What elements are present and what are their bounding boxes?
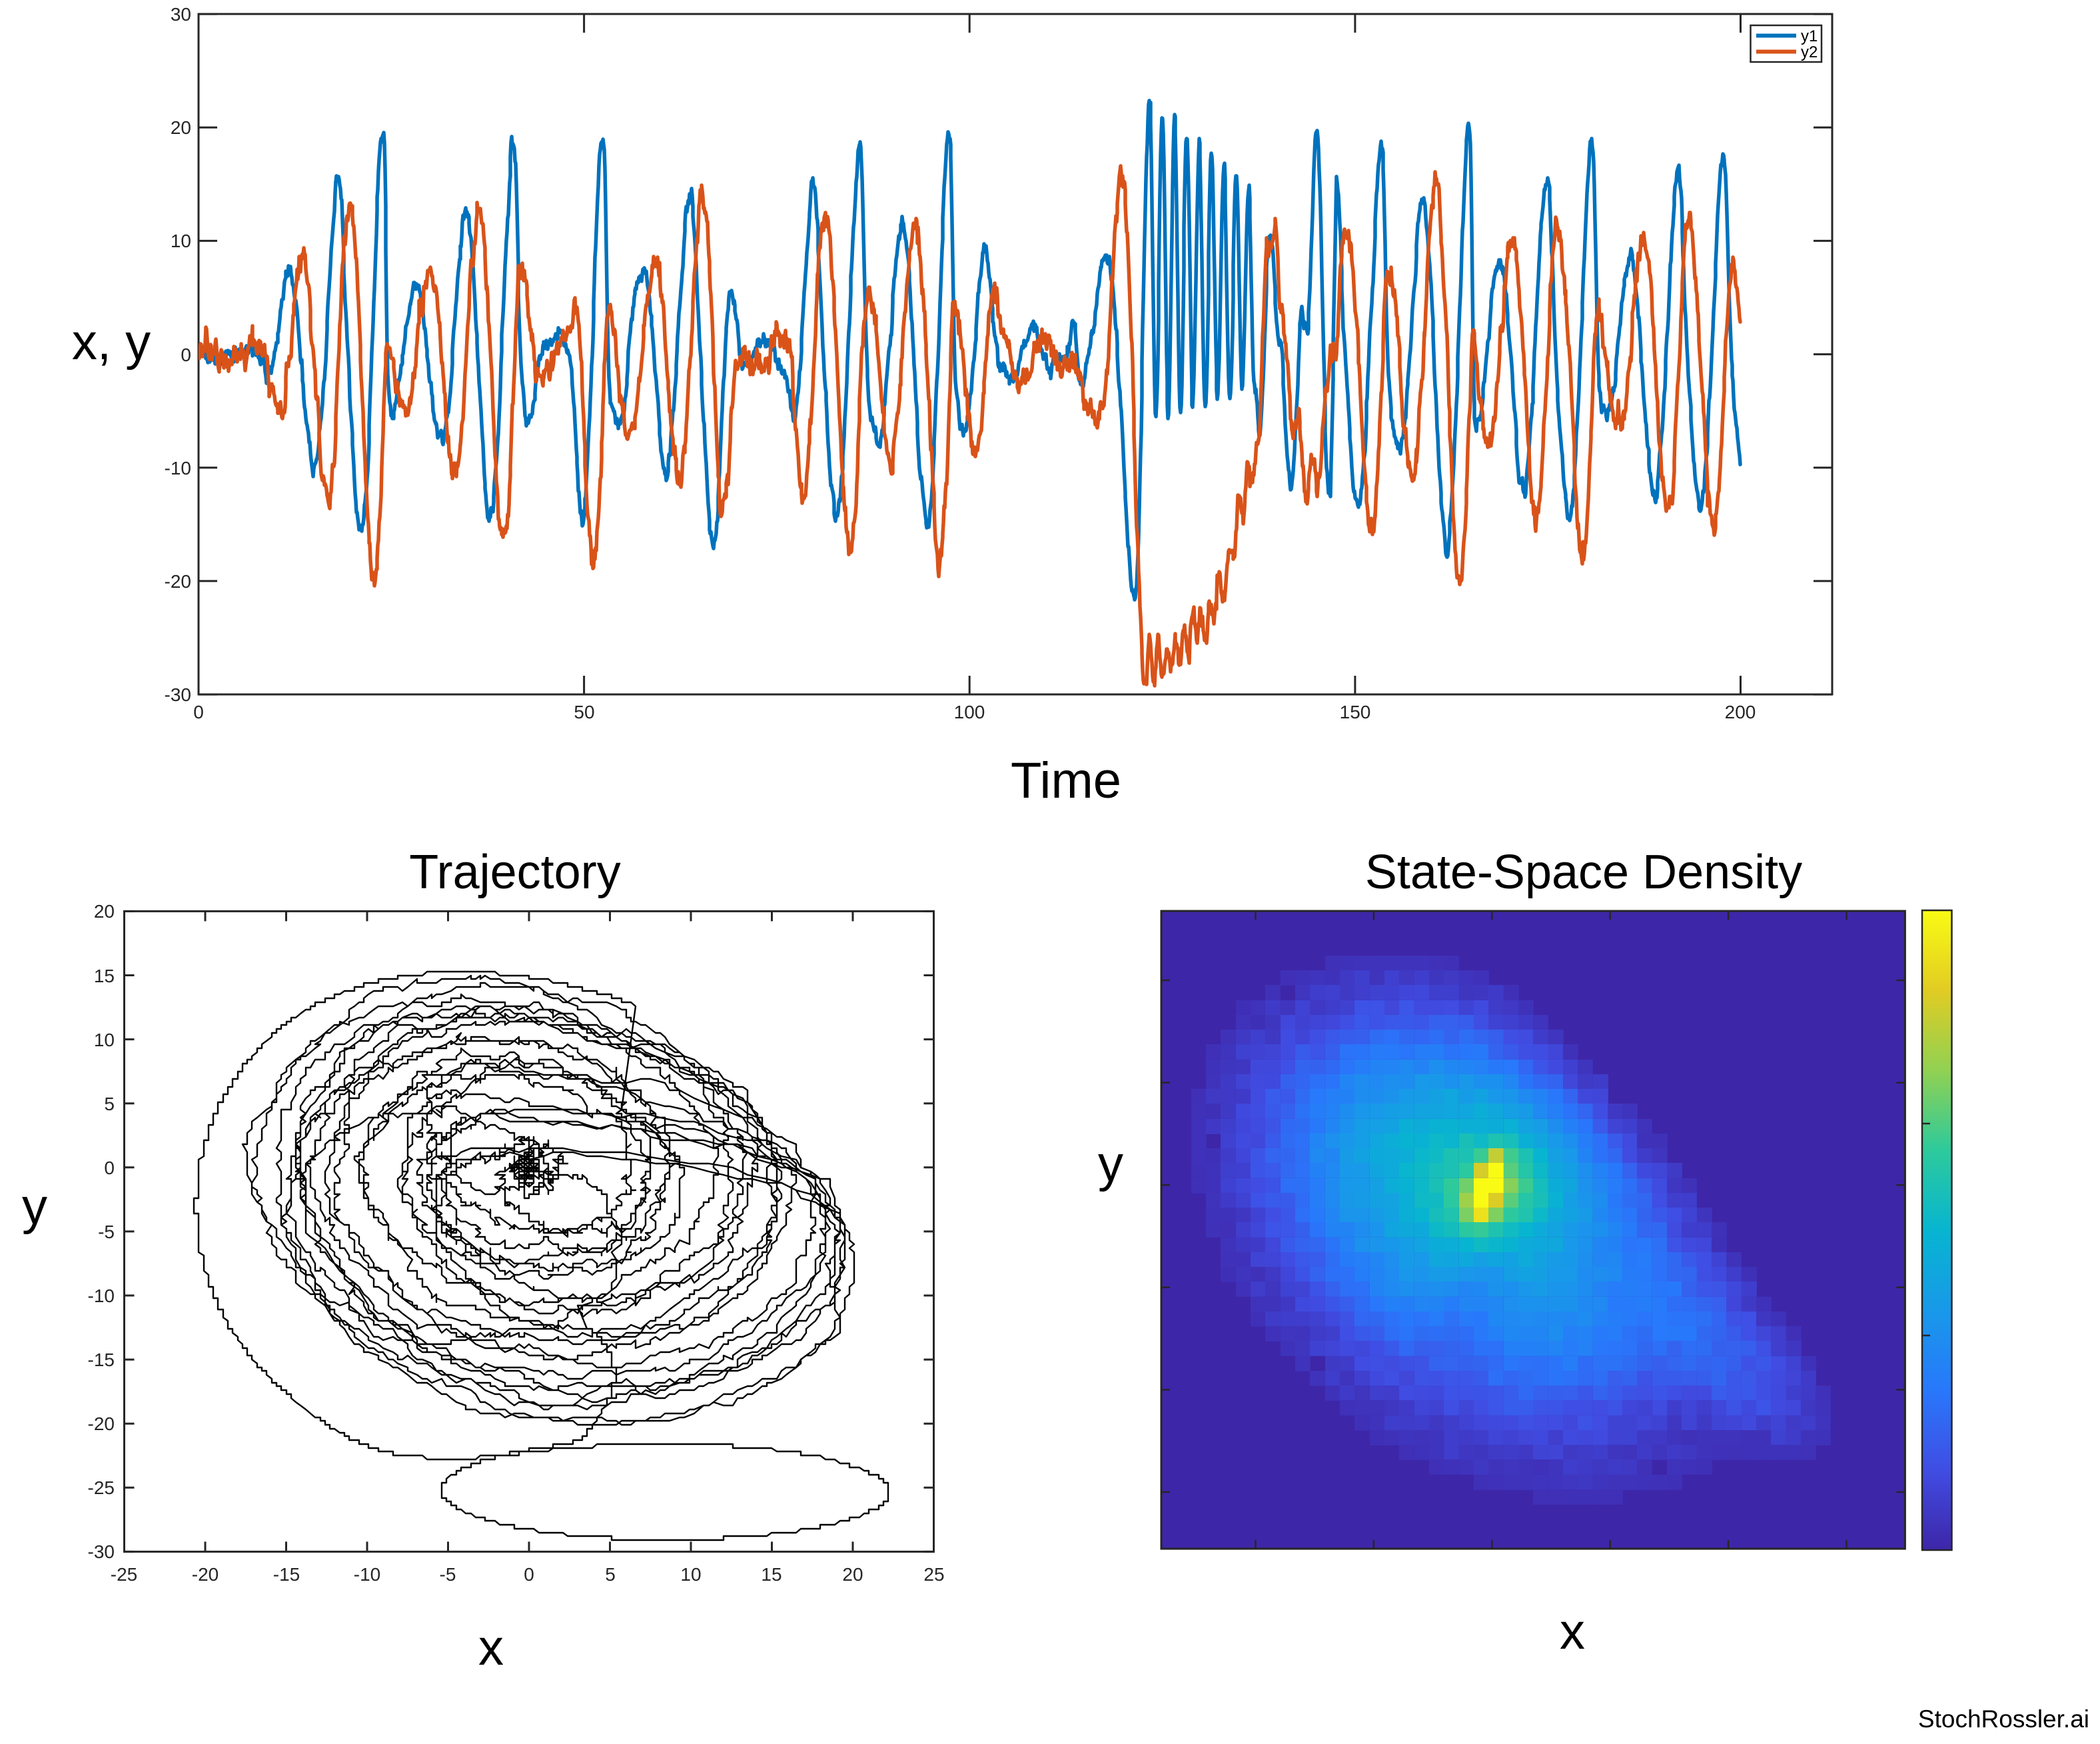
svg-text:5: 5 xyxy=(104,1094,115,1114)
svg-text:y: y xyxy=(1098,1136,1123,1192)
svg-text:-10: -10 xyxy=(165,458,191,478)
svg-text:y2: y2 xyxy=(1801,43,1818,61)
svg-text:20: 20 xyxy=(842,1564,863,1585)
svg-text:Trajectory: Trajectory xyxy=(409,846,620,899)
svg-text:x: x xyxy=(478,1619,504,1676)
svg-text:10: 10 xyxy=(171,231,191,251)
svg-text:0: 0 xyxy=(193,702,204,722)
svg-text:200: 200 xyxy=(1725,702,1756,722)
svg-text:-25: -25 xyxy=(88,1477,115,1498)
svg-text:0: 0 xyxy=(181,345,191,365)
svg-text:10: 10 xyxy=(680,1564,701,1585)
svg-text:0: 0 xyxy=(524,1564,534,1585)
svg-text:15: 15 xyxy=(94,966,115,986)
svg-text:0: 0 xyxy=(104,1158,115,1178)
svg-text:20: 20 xyxy=(171,117,191,138)
svg-text:50: 50 xyxy=(574,702,594,722)
svg-text:-5: -5 xyxy=(98,1222,115,1242)
svg-text:StochRossler.ai: StochRossler.ai xyxy=(1918,1705,2089,1733)
svg-text:15: 15 xyxy=(761,1564,782,1585)
svg-text:-30: -30 xyxy=(165,684,191,705)
svg-text:-20: -20 xyxy=(165,571,191,592)
svg-text:-30: -30 xyxy=(88,1541,115,1562)
svg-text:x, y: x, y xyxy=(72,314,151,371)
svg-text:25: 25 xyxy=(923,1564,944,1585)
svg-text:-15: -15 xyxy=(88,1349,115,1370)
svg-text:Time: Time xyxy=(1011,752,1121,809)
svg-text:150: 150 xyxy=(1340,702,1371,722)
svg-text:y: y xyxy=(22,1178,47,1235)
svg-text:100: 100 xyxy=(954,702,985,722)
svg-text:-10: -10 xyxy=(354,1564,380,1585)
svg-text:y1: y1 xyxy=(1801,27,1818,45)
svg-text:-10: -10 xyxy=(88,1286,115,1306)
svg-text:x: x xyxy=(1560,1603,1585,1660)
svg-text:-15: -15 xyxy=(273,1564,300,1585)
svg-text:State-Space Density: State-Space Density xyxy=(1365,846,1802,899)
svg-text:-5: -5 xyxy=(440,1564,456,1585)
svg-text:-20: -20 xyxy=(192,1564,219,1585)
svg-text:-20: -20 xyxy=(88,1413,115,1434)
svg-text:-25: -25 xyxy=(111,1564,137,1585)
svg-text:10: 10 xyxy=(94,1030,115,1050)
svg-text:20: 20 xyxy=(94,901,115,922)
svg-text:5: 5 xyxy=(605,1564,616,1585)
svg-text:30: 30 xyxy=(171,4,191,25)
